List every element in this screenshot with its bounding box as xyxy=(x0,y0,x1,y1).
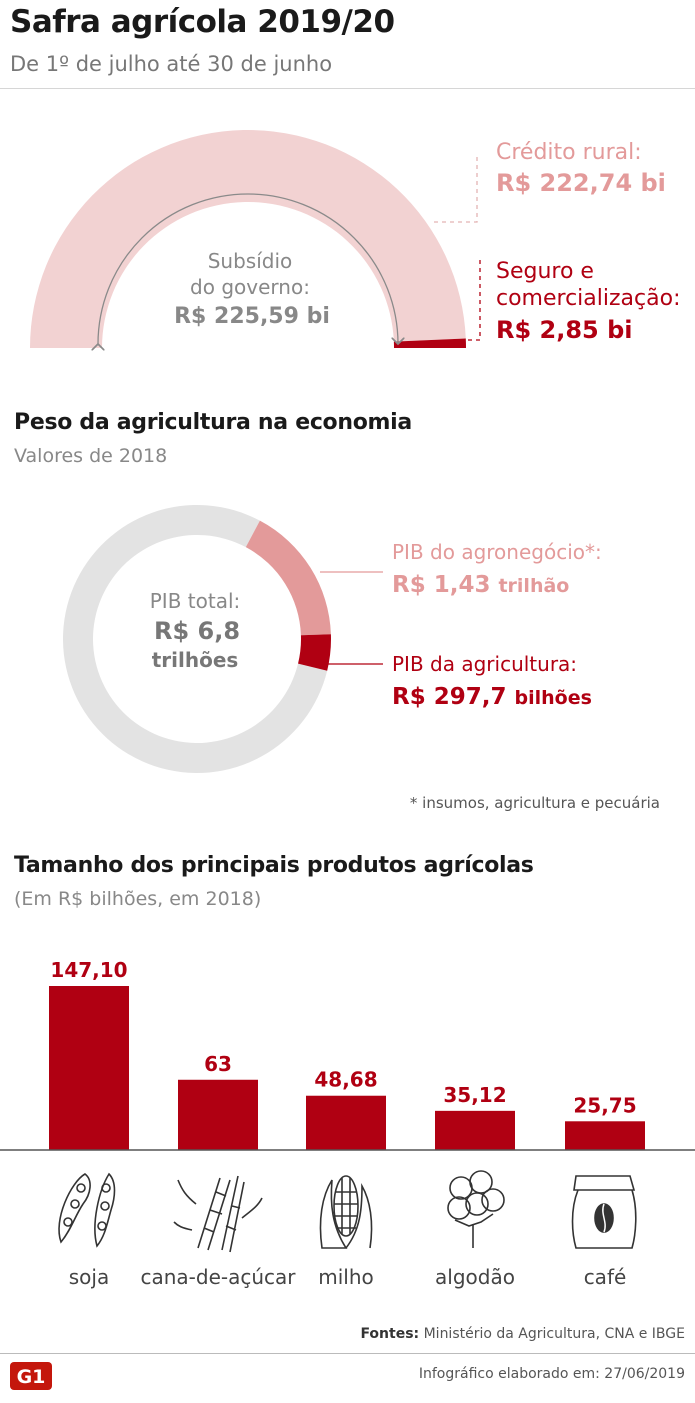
g1-logo: G1 xyxy=(10,1362,52,1390)
economy-subtitle: Valores de 2018 xyxy=(14,445,168,467)
products-subtitle: (Em R$ bilhões, em 2018) xyxy=(14,888,262,910)
subsidy-half-donut: Subsídio do governo: R$ 225,59 bi Crédit… xyxy=(30,130,680,395)
category-label: algodão xyxy=(435,1265,515,1289)
bar-café xyxy=(565,1121,645,1150)
insurance-label-line2: comercialização: xyxy=(496,286,680,311)
gdp-center-label: PIB total: xyxy=(150,589,241,613)
credit-leader-line xyxy=(434,155,478,223)
soybean-icon xyxy=(58,1172,116,1248)
bar-value-label: 25,75 xyxy=(573,1093,636,1117)
credit-arc xyxy=(30,130,466,348)
agro-unit: trilhão xyxy=(498,575,569,597)
subsidy-center-value: R$ 225,59 bi xyxy=(174,304,330,329)
category-label: café xyxy=(584,1265,627,1289)
economy-donut: PIB total: R$ 6,8 trilhões PIB do agrone… xyxy=(62,504,660,812)
gdp-center-value: R$ 6,8 xyxy=(154,617,240,645)
category-label: milho xyxy=(318,1265,374,1289)
economy-footnote: * insumos, agricultura e pecuária xyxy=(410,794,660,812)
agri-unit: bilhões xyxy=(514,687,591,709)
subsidy-center-line1: Subsídio xyxy=(208,249,293,273)
insurance-value: R$ 2,85 bi xyxy=(496,316,633,344)
agro-label: PIB do agronegócio*: xyxy=(392,540,602,564)
products-title: Tamanho dos principais produtos agrícola… xyxy=(14,853,534,878)
bar-value-label: 48,68 xyxy=(314,1068,377,1092)
category-label: cana-de-açúcar xyxy=(140,1265,296,1289)
footer-divider xyxy=(0,1353,695,1354)
bar-algodão xyxy=(435,1110,515,1150)
sources-label: Fontes: xyxy=(360,1326,420,1342)
page-subtitle: De 1º de julho até 30 de junho xyxy=(10,52,333,76)
agro-value: R$ 1,43 xyxy=(392,572,490,598)
agriculture-gdp-segment xyxy=(298,634,331,671)
subsidy-arrow xyxy=(98,193,398,344)
bar-value-label: 63 xyxy=(204,1052,232,1076)
agri-label: PIB da agricultura: xyxy=(392,652,577,676)
credit-value: R$ 222,74 bi xyxy=(496,169,666,197)
bar-milho xyxy=(306,1095,386,1150)
products-bar-chart: 147,10 soja 63 cana-de-açúcar 48,68 milho 35,1… xyxy=(0,958,695,1289)
agribusiness-gdp-segment xyxy=(245,520,331,636)
corn-icon xyxy=(319,1175,373,1249)
economy-title: Peso da agricultura na economia xyxy=(14,410,412,435)
subsidy-center-line2: do governo: xyxy=(190,275,310,299)
header-divider xyxy=(0,88,695,89)
insurance-leader-line xyxy=(468,260,481,341)
sources-line: Fontes: Ministério da Agricultura, CNA e… xyxy=(360,1326,685,1342)
gdp-center-unit: trilhões xyxy=(152,648,239,672)
credit-label: Crédito rural: xyxy=(496,140,642,165)
cotton-icon xyxy=(447,1170,505,1248)
bar-cana-de-açúcar xyxy=(178,1079,258,1150)
insurance-arc xyxy=(393,338,466,348)
sources-text: Ministério da Agricultura, CNA e IBGE xyxy=(423,1326,685,1342)
sugarcane-icon xyxy=(173,1175,263,1253)
agri-value: R$ 297,7 xyxy=(392,684,506,710)
insurance-label-line1: Seguro e xyxy=(496,259,594,284)
bar-value-label: 147,10 xyxy=(50,958,127,982)
coffee-sack-icon xyxy=(571,1175,637,1249)
page-title: Safra agrícola 2019/20 xyxy=(10,4,395,40)
bar-value-label: 35,12 xyxy=(443,1083,506,1107)
svg-text:G1: G1 xyxy=(17,1366,46,1388)
infographic-date: Infográfico elaborado em: 27/06/2019 xyxy=(418,1366,685,1382)
bar-soja xyxy=(49,986,129,1150)
category-label: soja xyxy=(69,1265,109,1289)
